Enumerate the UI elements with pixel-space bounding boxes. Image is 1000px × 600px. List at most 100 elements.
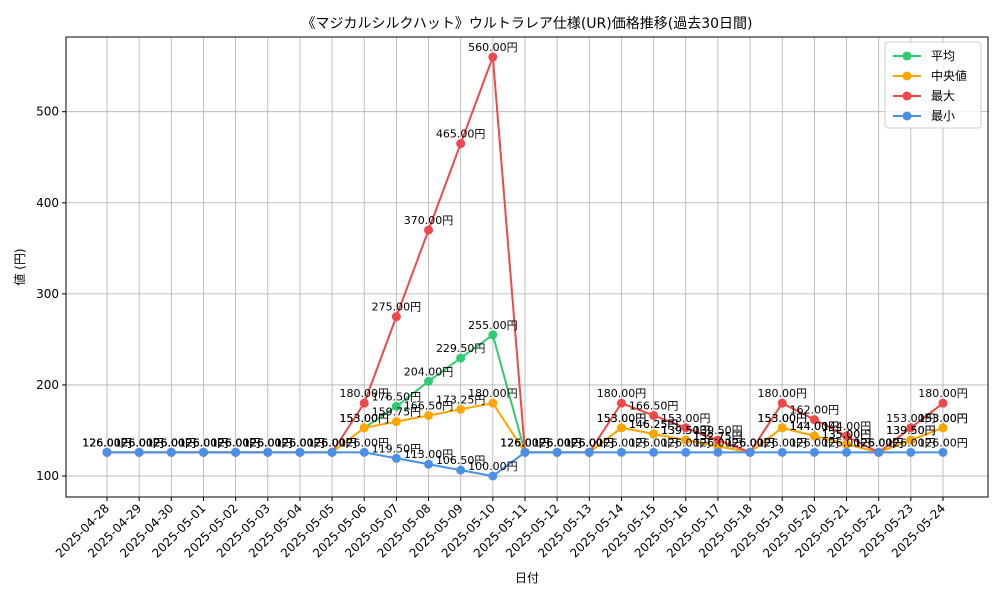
data-point bbox=[424, 459, 434, 469]
data-label: 126.00円 bbox=[532, 436, 582, 449]
grid bbox=[66, 37, 988, 497]
data-label: 126.00円 bbox=[918, 436, 968, 449]
data-point bbox=[391, 417, 401, 427]
data-point bbox=[938, 447, 948, 457]
data-point bbox=[424, 410, 434, 420]
data-label: 126.00円 bbox=[790, 436, 840, 449]
data-label: 126.00円 bbox=[179, 436, 229, 449]
data-point bbox=[616, 398, 626, 408]
data-point bbox=[906, 447, 916, 457]
data-point bbox=[584, 447, 594, 457]
data-point bbox=[263, 447, 273, 457]
data-point bbox=[777, 423, 787, 433]
data-label: 153.00円 bbox=[597, 412, 647, 425]
data-label: 126.00円 bbox=[211, 436, 261, 449]
data-point bbox=[842, 431, 852, 441]
data-point bbox=[938, 398, 948, 408]
data-label: 180.00円 bbox=[757, 387, 807, 400]
data-label: 126.00円 bbox=[565, 436, 615, 449]
data-label: 126.00円 bbox=[500, 436, 550, 449]
data-label: 126.00円 bbox=[725, 436, 775, 449]
data-label: 126.00円 bbox=[307, 436, 357, 449]
data-point bbox=[456, 404, 466, 414]
data-label: 126.00円 bbox=[339, 436, 389, 449]
data-label: 176.50円 bbox=[372, 390, 422, 403]
data-label: 113.00円 bbox=[404, 448, 454, 461]
data-label: 144.00円 bbox=[790, 420, 840, 433]
data-label: 126.00円 bbox=[693, 436, 743, 449]
data-label: 126.00円 bbox=[725, 436, 775, 449]
data-point bbox=[842, 447, 852, 457]
data-point bbox=[649, 429, 659, 439]
data-label: 126.00円 bbox=[211, 436, 261, 449]
data-label: 153.00円 bbox=[757, 412, 807, 425]
data-label: 126.00円 bbox=[114, 436, 164, 449]
data-label: 139.50円 bbox=[661, 424, 711, 437]
data-label: 166.50円 bbox=[404, 399, 454, 412]
data-label: 255.00円 bbox=[468, 319, 518, 332]
data-point bbox=[713, 441, 723, 451]
data-point bbox=[616, 447, 626, 457]
data-point bbox=[874, 447, 884, 457]
data-label: 119.50円 bbox=[372, 442, 422, 455]
data-point bbox=[391, 401, 401, 411]
data-label: 180.00円 bbox=[339, 387, 389, 400]
data-point bbox=[488, 330, 498, 340]
data-point bbox=[681, 447, 691, 457]
y-tick-label: 300 bbox=[36, 287, 59, 301]
legend-label: 最大 bbox=[931, 89, 955, 103]
data-label: 162.00円 bbox=[790, 404, 840, 417]
data-label: 126.00円 bbox=[147, 436, 197, 449]
data-label: 126.00円 bbox=[82, 436, 132, 449]
data-point bbox=[359, 447, 369, 457]
y-tick-label: 500 bbox=[36, 105, 59, 119]
data-point bbox=[616, 423, 626, 433]
data-label: 126.00円 bbox=[179, 436, 229, 449]
data-label: 126.00円 bbox=[757, 436, 807, 449]
data-label: 465.00円 bbox=[436, 128, 486, 141]
data-point bbox=[809, 447, 819, 457]
legend-box bbox=[884, 41, 982, 129]
data-label: 126.00円 bbox=[565, 436, 615, 449]
legend-marker bbox=[902, 91, 912, 101]
data-label: 153.00円 bbox=[597, 412, 647, 425]
data-point bbox=[809, 415, 819, 425]
data-label: 126.00円 bbox=[307, 436, 357, 449]
data-point bbox=[327, 447, 337, 457]
legend-marker bbox=[902, 51, 912, 61]
data-point bbox=[681, 423, 691, 433]
data-label: 126.00円 bbox=[243, 436, 293, 449]
data-point bbox=[681, 435, 691, 445]
legend-label: 最小 bbox=[931, 109, 955, 123]
y-tick-label: 100 bbox=[36, 469, 59, 483]
data-point bbox=[938, 423, 948, 433]
data-label: 126.00円 bbox=[565, 436, 615, 449]
data-point bbox=[391, 453, 401, 463]
data-label: 126.00円 bbox=[500, 436, 550, 449]
data-label: 126.00円 bbox=[854, 436, 904, 449]
data-label: 126.00円 bbox=[243, 436, 293, 449]
data-label: 126.00円 bbox=[114, 436, 164, 449]
data-label: 126.00円 bbox=[147, 436, 197, 449]
data-labels: 126.00円126.00円126.00円126.00円126.00円126.0… bbox=[82, 41, 968, 473]
data-point bbox=[102, 447, 112, 457]
data-point bbox=[359, 423, 369, 433]
data-point bbox=[809, 431, 819, 441]
data-label: 126.00円 bbox=[854, 436, 904, 449]
data-label: 275.00円 bbox=[372, 301, 422, 314]
data-point bbox=[424, 376, 434, 386]
data-label: 560.00円 bbox=[468, 41, 518, 54]
data-label: 100.00円 bbox=[468, 460, 518, 473]
data-label: 126.00円 bbox=[211, 436, 261, 449]
data-point bbox=[424, 225, 434, 235]
data-label: 153.00円 bbox=[661, 412, 711, 425]
data-point bbox=[713, 447, 723, 457]
data-point bbox=[649, 410, 659, 420]
data-label: 126.00円 bbox=[243, 436, 293, 449]
data-label: 126.00円 bbox=[822, 436, 872, 449]
x-axis-title: 日付 bbox=[515, 571, 539, 585]
data-point bbox=[777, 447, 787, 457]
data-label: 126.00円 bbox=[725, 436, 775, 449]
data-label: 126.00円 bbox=[629, 436, 679, 449]
